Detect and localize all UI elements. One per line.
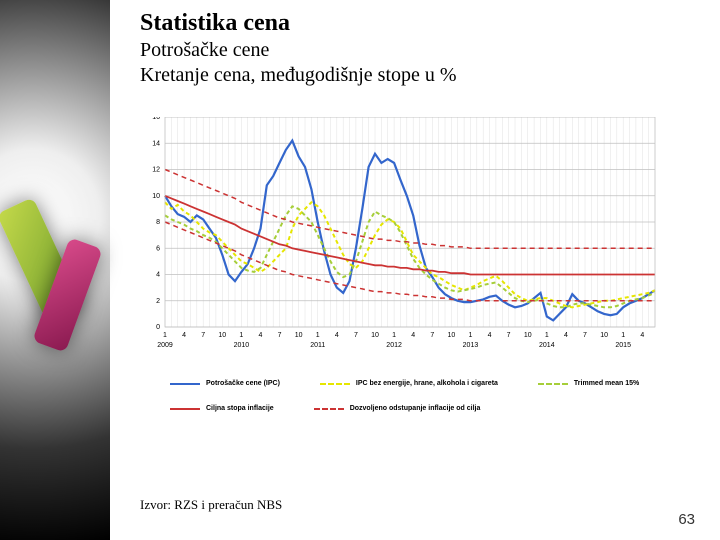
- svg-text:2: 2: [156, 298, 160, 305]
- svg-text:2014: 2014: [539, 342, 555, 349]
- title-sub2: Kretanje cena, međugodišnje stope u %: [140, 64, 700, 87]
- svg-text:10: 10: [447, 332, 455, 339]
- svg-text:7: 7: [430, 332, 434, 339]
- svg-text:8: 8: [156, 219, 160, 226]
- svg-text:4: 4: [488, 332, 492, 339]
- svg-text:1: 1: [239, 332, 243, 339]
- svg-text:12: 12: [152, 167, 160, 174]
- legend-swatch: [538, 383, 568, 385]
- legend-label: IPC bez energije, hrane, alkohola i ciga…: [356, 380, 498, 387]
- legend-item: Potrošačke cene (IPC): [170, 380, 280, 387]
- svg-text:1: 1: [163, 332, 167, 339]
- slide-decoration: [0, 0, 110, 540]
- legend-swatch: [170, 408, 200, 410]
- svg-text:4: 4: [564, 332, 568, 339]
- svg-text:1: 1: [469, 332, 473, 339]
- svg-text:2013: 2013: [463, 342, 479, 349]
- svg-text:4: 4: [335, 332, 339, 339]
- svg-text:16: 16: [152, 117, 160, 121]
- svg-text:2010: 2010: [234, 342, 250, 349]
- title-main: Statistika cena: [140, 10, 700, 37]
- svg-text:7: 7: [278, 332, 282, 339]
- svg-text:1: 1: [545, 332, 549, 339]
- legend-swatch: [320, 383, 350, 385]
- chart-legend: Potrošačke cene (IPC) IPC bez energije, h…: [170, 380, 670, 430]
- price-chart: 0246810121416147102009147102010147102011…: [140, 117, 660, 377]
- legend-label: Dozvoljeno odstupanje inflacije od cilja: [350, 405, 481, 412]
- svg-text:2011: 2011: [310, 342, 325, 349]
- title-sub1: Potrošačke cene: [140, 39, 700, 62]
- svg-text:10: 10: [600, 332, 608, 339]
- svg-text:2015: 2015: [615, 342, 631, 349]
- svg-text:10: 10: [371, 332, 379, 339]
- page-number: 63: [678, 511, 695, 528]
- svg-text:4: 4: [182, 332, 186, 339]
- svg-text:4: 4: [640, 332, 644, 339]
- content-area: Statistika cena Potrošačke cene Kretanje…: [140, 10, 700, 513]
- legend-label: Ciljna stopa inflacije: [206, 405, 274, 412]
- legend-item: IPC bez energije, hrane, alkohola i ciga…: [320, 380, 498, 387]
- legend-item: Dozvoljeno odstupanje inflacije od cilja: [314, 405, 481, 412]
- svg-text:4: 4: [259, 332, 263, 339]
- svg-text:10: 10: [152, 193, 160, 200]
- svg-text:7: 7: [201, 332, 205, 339]
- svg-text:10: 10: [524, 332, 532, 339]
- legend-label: Trimmed mean 15%: [574, 380, 639, 387]
- svg-text:7: 7: [354, 332, 358, 339]
- svg-text:1: 1: [392, 332, 396, 339]
- legend-label: Potrošačke cene (IPC): [206, 380, 280, 387]
- svg-text:4: 4: [411, 332, 415, 339]
- svg-text:7: 7: [507, 332, 511, 339]
- svg-text:6: 6: [156, 245, 160, 252]
- svg-text:10: 10: [295, 332, 303, 339]
- chart-svg: 0246810121416147102009147102010147102011…: [140, 117, 660, 377]
- source-text: Izvor: RZS i preračun NBS: [140, 497, 700, 513]
- svg-text:7: 7: [583, 332, 587, 339]
- legend-swatch: [170, 383, 200, 385]
- svg-text:2009: 2009: [157, 342, 173, 349]
- legend-item: Ciljna stopa inflacije: [170, 405, 274, 412]
- svg-text:4: 4: [156, 272, 160, 279]
- svg-text:2012: 2012: [386, 342, 402, 349]
- svg-text:1: 1: [316, 332, 320, 339]
- svg-text:10: 10: [218, 332, 226, 339]
- legend-item: Trimmed mean 15%: [538, 380, 639, 387]
- svg-text:1: 1: [621, 332, 625, 339]
- svg-text:0: 0: [156, 324, 160, 331]
- legend-swatch: [314, 408, 344, 410]
- svg-text:14: 14: [152, 140, 160, 147]
